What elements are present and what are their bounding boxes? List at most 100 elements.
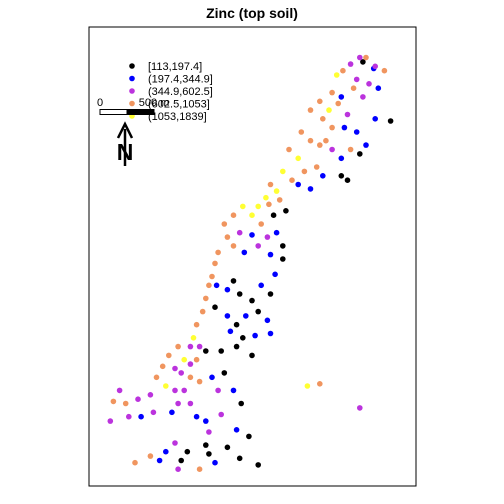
- data-point: [357, 405, 363, 411]
- data-point: [236, 455, 243, 462]
- data-point: [317, 381, 323, 387]
- data-point: [326, 107, 332, 113]
- data-point: [236, 291, 243, 297]
- data-point: [249, 352, 255, 359]
- data-point: [264, 317, 271, 324]
- data-point: [320, 116, 326, 122]
- data-point: [317, 98, 323, 105]
- data-point: [340, 67, 346, 74]
- data-point: [227, 328, 234, 335]
- data-point: [147, 392, 154, 398]
- data-point: [255, 243, 261, 249]
- data-point: [181, 356, 187, 363]
- data-point: [313, 164, 320, 170]
- data-point: [178, 457, 184, 464]
- data-point: [273, 229, 280, 236]
- north-arrow: N: [116, 121, 134, 166]
- data-point: [272, 271, 278, 278]
- data-point: [255, 203, 261, 210]
- data-point: [233, 427, 240, 433]
- data-point: [289, 177, 295, 183]
- data-point: [255, 308, 261, 315]
- data-point: [150, 409, 157, 416]
- data-point: [126, 413, 132, 420]
- data-point: [264, 234, 271, 240]
- data-point: [193, 413, 200, 420]
- legend: [113,197.4](197.4,344.9](344.9,602.5](60…: [129, 61, 213, 123]
- data-point: [317, 142, 323, 148]
- data-point: [215, 249, 221, 256]
- data-point: [236, 229, 243, 236]
- legend-label: [113,197.4]: [148, 61, 202, 73]
- data-point: [372, 116, 379, 122]
- data-point: [166, 352, 172, 359]
- data-point: [353, 129, 360, 135]
- data-point: [209, 273, 215, 280]
- data-point: [329, 146, 335, 153]
- data-point: [280, 243, 286, 249]
- data-point: [329, 124, 335, 131]
- legend-label: (602.5,1053]: [148, 99, 210, 111]
- data-point: [252, 332, 258, 339]
- data-point: [243, 313, 249, 319]
- data-point: [323, 137, 329, 144]
- data-point: [246, 433, 252, 440]
- legend-swatch: [129, 88, 135, 94]
- data-point: [203, 418, 209, 424]
- north-arrow-label: N: [117, 139, 134, 165]
- data-point: [187, 361, 194, 367]
- data-point: [350, 85, 357, 91]
- legend-label: (344.9,602.5]: [148, 86, 213, 98]
- data-point: [381, 67, 388, 74]
- data-point: [175, 466, 181, 473]
- data-point: [212, 260, 218, 267]
- data-point: [263, 194, 269, 201]
- data-point: [344, 111, 351, 118]
- scale-bar: 0 500 m: [97, 97, 169, 115]
- data-point: [240, 335, 246, 341]
- data-point: [107, 418, 114, 424]
- data-point: [221, 370, 228, 376]
- plot-frame: [88, 26, 417, 487]
- data-point: [266, 201, 272, 208]
- data-point: [344, 177, 351, 183]
- data-point: [270, 212, 277, 218]
- data-point: [172, 440, 178, 446]
- data-point: [184, 448, 191, 455]
- data-point: [203, 442, 209, 448]
- data-point: [280, 168, 286, 175]
- data-point: [338, 155, 345, 162]
- data-point: [206, 451, 212, 457]
- data-point: [196, 466, 203, 473]
- chart-title: Zinc (top soil): [206, 5, 298, 21]
- data-point: [215, 387, 221, 394]
- data-point: [213, 282, 220, 289]
- data-point: [375, 85, 382, 91]
- data-point: [224, 234, 231, 240]
- data-point: [224, 313, 231, 319]
- data-point: [298, 129, 305, 135]
- data-point: [110, 398, 117, 405]
- data-point: [203, 348, 209, 354]
- data-point: [240, 203, 246, 210]
- data-point: [221, 221, 228, 227]
- data-point: [224, 444, 231, 451]
- data-point: [273, 188, 280, 194]
- data-point: [338, 94, 345, 100]
- data-point: [193, 321, 200, 328]
- scale-bar-left-segment: [99, 109, 128, 115]
- data-point: [187, 400, 194, 407]
- data-point: [172, 387, 178, 394]
- data-point: [159, 363, 166, 370]
- legend-swatch: [129, 63, 135, 69]
- data-point: [196, 378, 203, 385]
- data-point: [218, 348, 224, 354]
- data-point: [276, 197, 283, 203]
- data-point: [307, 107, 314, 113]
- data-point: [122, 400, 129, 407]
- data-point: [301, 168, 308, 175]
- data-point: [249, 297, 255, 304]
- north-arrow-head-icon: [116, 121, 134, 139]
- data-point: [187, 343, 194, 350]
- data-point: [341, 124, 348, 131]
